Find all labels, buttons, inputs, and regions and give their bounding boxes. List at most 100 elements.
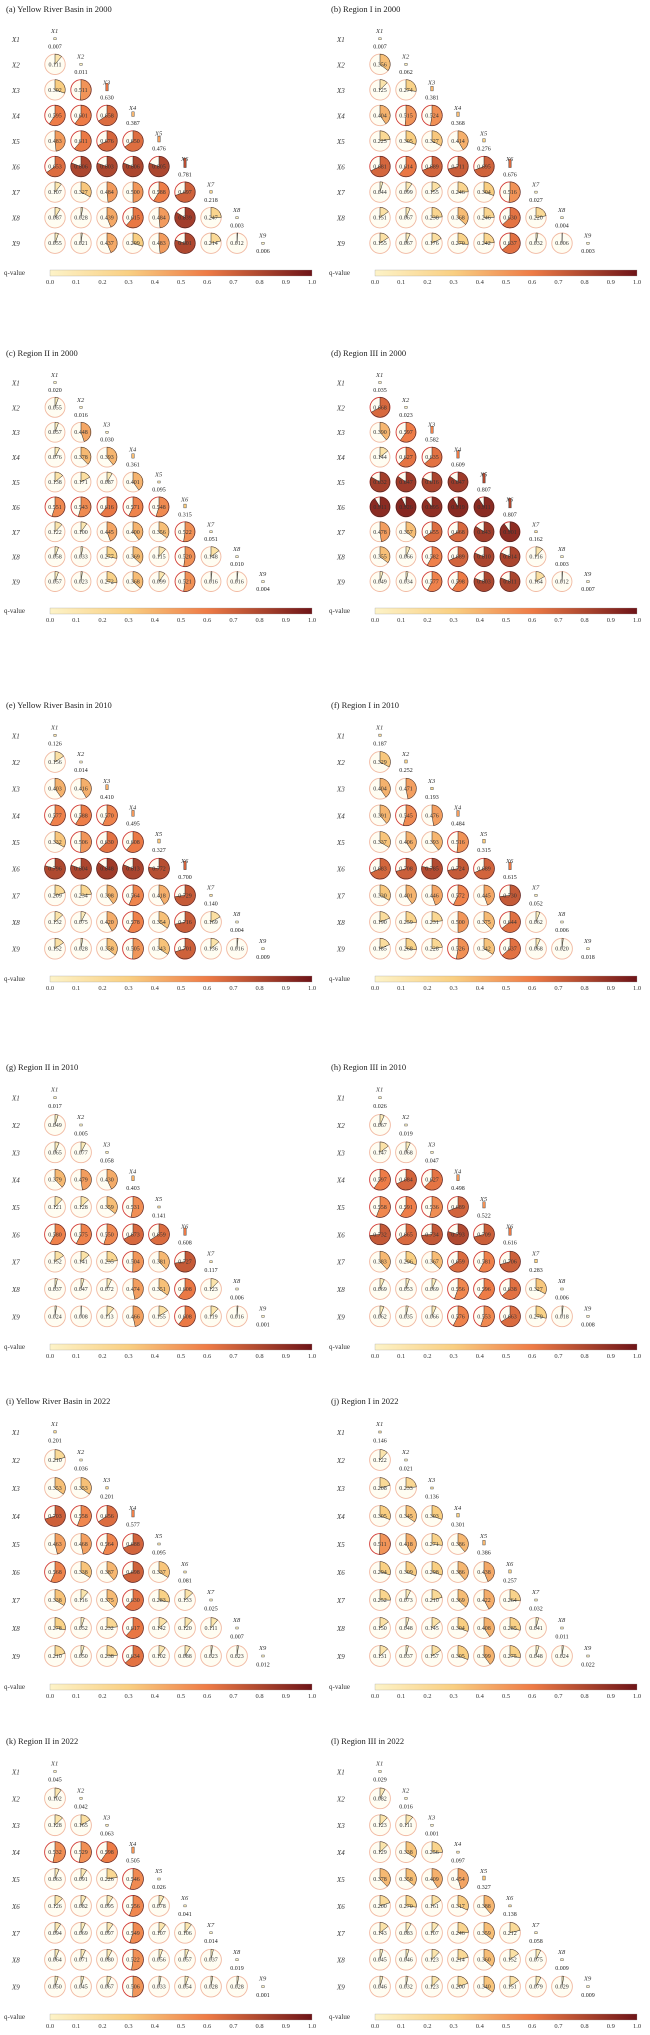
diag-value: 0.009 [581, 1993, 595, 1999]
cell-value: 0.549 [126, 1931, 140, 1937]
cell-value: 0.066 [399, 555, 413, 561]
pie-slice [80, 778, 92, 798]
pie-slice [98, 104, 118, 126]
pie-slice [535, 1278, 547, 1295]
diag-label-X4: X4 [453, 105, 462, 112]
legend-tick: 0.7 [554, 617, 563, 624]
legend-tick: 0.2 [423, 2023, 431, 2030]
cell-value: 0.630 [126, 1598, 140, 1604]
pie-slice [483, 1617, 495, 1638]
pie-slice [125, 1589, 144, 1611]
legend-tick: 0.1 [397, 1353, 405, 1360]
diag-label-X1: X1 [50, 28, 58, 35]
pie-slice [369, 1223, 391, 1245]
pie-slice [405, 571, 409, 582]
cell-value: 0.120 [178, 1626, 192, 1632]
cell-value: 0.121 [48, 1205, 62, 1211]
pie-slice [210, 1975, 214, 1987]
pie-slice [54, 53, 62, 66]
cell-value: 0.345 [399, 1514, 413, 1520]
pie-slice [405, 1841, 417, 1858]
diag-bar [534, 190, 538, 194]
diag-value: 0.218 [204, 198, 218, 204]
row-label-X9: X9 [11, 1984, 20, 1992]
cell-value: 0.439 [100, 216, 114, 222]
cell-value: 0.617 [126, 1626, 140, 1632]
pie-slice [457, 1949, 469, 1960]
pie-slice [54, 1949, 60, 1960]
cell-value: 0.052 [74, 1626, 88, 1632]
cell-value: 0.516 [503, 190, 517, 196]
pie-slice [54, 1251, 64, 1263]
legend-tick: 0.4 [476, 985, 485, 992]
cell-value: 0.697 [178, 190, 192, 196]
pie-slice [80, 446, 92, 465]
cell-value: 0.698 [126, 1570, 140, 1576]
cell-value: 0.814 [503, 555, 517, 561]
cell-value: 0.416 [74, 787, 88, 793]
pie-slice [106, 1949, 113, 1960]
diag-bar [482, 473, 486, 484]
legend-tick: 0.6 [203, 1693, 212, 1700]
pie-slice [447, 156, 469, 177]
pie-slice [80, 1278, 85, 1290]
pie-slice [499, 1251, 521, 1273]
pie-slice [106, 181, 118, 203]
pie-slice [210, 571, 213, 582]
pie-slice [155, 496, 170, 518]
pie-slice [370, 397, 391, 418]
cell-value: 0.843 [477, 530, 491, 536]
diag-bar [53, 1770, 57, 1773]
cell-value: 0.543 [74, 505, 88, 511]
cell-value: 0.283 [152, 1598, 166, 1604]
legend-tick: 0.1 [397, 1693, 405, 1700]
legend-tick: 0.1 [72, 617, 80, 624]
pie-slice [561, 938, 564, 949]
pie-slice [174, 938, 196, 960]
cell-value: 0.132 [48, 920, 62, 926]
diag-bar [131, 1846, 135, 1854]
pie-slice [102, 1533, 118, 1555]
legend-tick: 0.7 [229, 985, 238, 992]
diag-label-X6: X6 [505, 1223, 514, 1230]
pie-slice [431, 207, 443, 218]
diag-label-X1: X1 [50, 1761, 58, 1768]
pie-slice [106, 911, 118, 932]
diag-bar [53, 37, 57, 40]
diag-label-X7: X7 [531, 1922, 540, 1929]
diag-value: 0.004 [555, 223, 569, 229]
cell-value: 0.474 [126, 1287, 140, 1293]
cell-value: 0.016 [230, 947, 244, 953]
pie-slice [80, 1196, 89, 1208]
cell-value: 0.785 [425, 867, 439, 873]
pie-slice [379, 1449, 388, 1461]
cell-value: 0.190 [373, 920, 387, 926]
cell-value: 0.246 [451, 1931, 465, 1937]
pie-slice [184, 1922, 192, 1934]
legend-tick: 0.6 [203, 1353, 212, 1360]
panel-title: (l) Region III in 2022 [331, 1736, 404, 1746]
cell-value: 0.399 [477, 1654, 491, 1660]
pie-slice [478, 1251, 495, 1273]
diag-bar [378, 381, 382, 384]
diag-value: 0.029 [373, 1778, 387, 1784]
diag-label-X8: X8 [232, 1949, 241, 1956]
cell-value: 0.151 [373, 216, 387, 222]
cell-value: 0.028 [204, 1985, 218, 1991]
pie-slice [44, 1505, 66, 1527]
cell-value: 0.635 [425, 455, 439, 461]
cell-value: 0.420 [100, 920, 114, 926]
diag-bar [209, 894, 213, 897]
cell-value: 0.611 [74, 139, 87, 145]
diag-value: 0.381 [425, 96, 439, 102]
pie-slice [54, 1196, 63, 1208]
legend-label: q-value [4, 607, 25, 615]
pie-slice [184, 1589, 194, 1601]
pie-slice [132, 1251, 144, 1273]
cell-value: 0.087 [48, 216, 62, 222]
cell-value: 0.383 [373, 1260, 387, 1266]
pie-slice [236, 571, 239, 582]
pie-slice [80, 1949, 86, 1960]
cell-value: 0.072 [100, 1287, 114, 1293]
legend-tick: 0.5 [177, 2023, 185, 2030]
